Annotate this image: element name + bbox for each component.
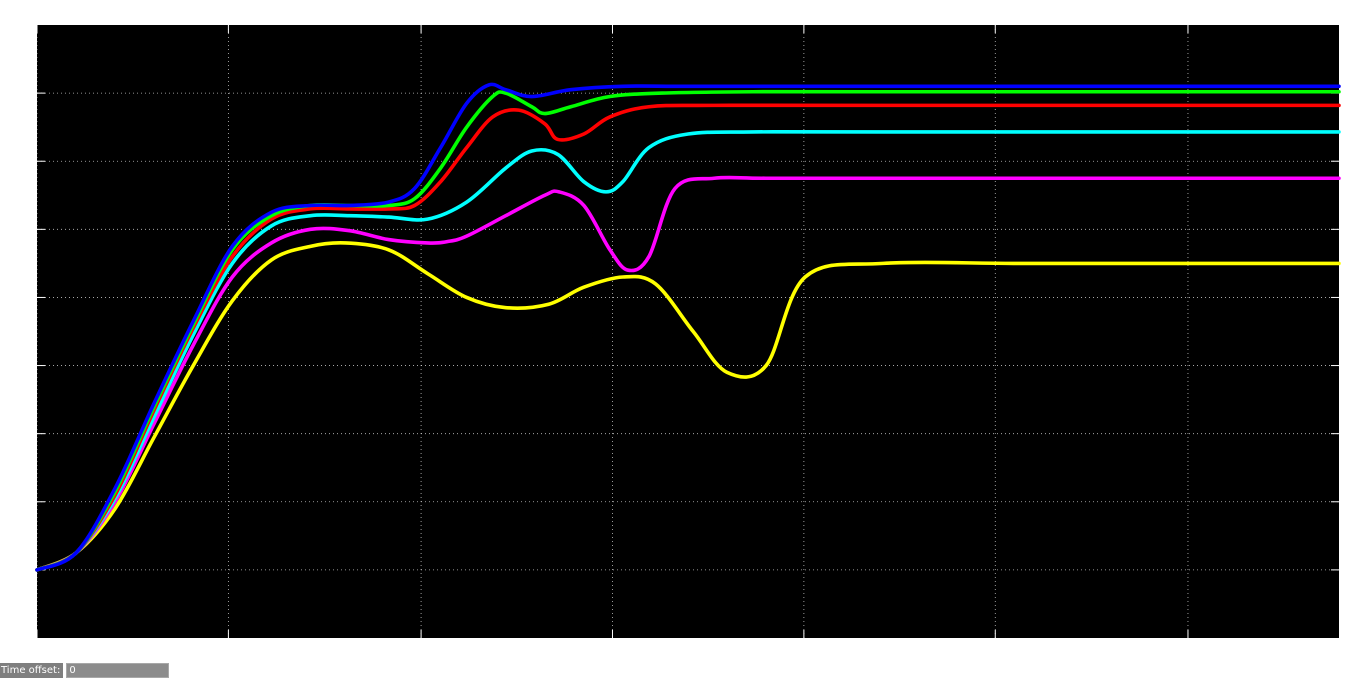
time-offset-bar: Time offset: 0 (0, 663, 170, 678)
series-line-5 (35, 82, 1341, 572)
series-line-2 (35, 129, 1341, 572)
series-line-1 (35, 175, 1341, 572)
series-line-0 (35, 241, 1341, 572)
series-lines (35, 82, 1341, 572)
time-offset-field[interactable]: 0 (66, 663, 170, 678)
scope-chart (35, 25, 1341, 638)
time-offset-label: Time offset: (0, 663, 64, 678)
plot-area (37, 25, 1339, 638)
